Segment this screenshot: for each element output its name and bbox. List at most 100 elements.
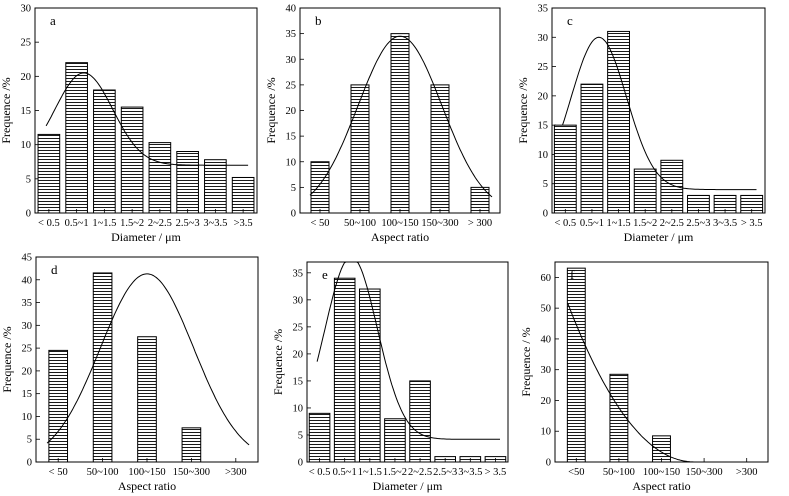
bar [204, 159, 227, 214]
fit-curve [45, 72, 249, 166]
x-axis-title: Aspect ratio [371, 230, 429, 244]
x-tick-label: 100~150 [643, 467, 680, 478]
x-tick-label: 1~1.5 [92, 218, 116, 229]
x-tick-label: 2~2.5 [148, 218, 172, 229]
x-tick-label: 1~1.5 [607, 218, 631, 229]
x-tick-label: 1.5~2 [633, 218, 657, 229]
y-tick-label: 10 [286, 157, 297, 168]
bar [310, 161, 330, 214]
chart-panel-c: 0 5 10 15 20 25 30 35 < 0.5 0.5~1 1~1.5 1.5~2 2~2.5 2… [516, 4, 766, 244]
plot-frame [554, 261, 769, 463]
x-tick-label: 0.5~1 [65, 218, 89, 229]
x-tick-label: 3~3.5 [458, 467, 482, 478]
bar [137, 336, 157, 463]
bar [92, 272, 113, 463]
y-tick-label: 10 [293, 403, 304, 414]
x-tick-label: 2.5~3 [176, 218, 200, 229]
y-tick-label: 0 [298, 458, 303, 469]
bar [176, 151, 199, 214]
y-tick-label: 0 [27, 458, 32, 469]
bar [607, 30, 630, 214]
bar [553, 124, 577, 214]
y-axis-title: Frequence / % [519, 327, 533, 396]
y-tick-label: 45 [22, 253, 33, 264]
y-tick-label: 5 [291, 183, 296, 194]
y-tick-label: 20 [541, 396, 552, 407]
panel-letter: a [50, 13, 56, 28]
fit-curve [562, 36, 757, 191]
y-tick-label: 25 [22, 344, 33, 355]
y-tick-label: 35 [286, 29, 297, 40]
x-tick-label: < 50 [49, 467, 68, 478]
bar [430, 84, 450, 214]
y-tick-label: 20 [293, 349, 304, 360]
y-tick-label: 5 [298, 430, 303, 441]
x-tick-label: <50 [568, 467, 584, 478]
y-tick-label: 30 [538, 33, 549, 44]
x-tick-label: > 3.5 [485, 467, 507, 478]
y-tick-label: 15 [21, 106, 32, 117]
x-tick-label: 100~150 [128, 467, 165, 478]
x-tick-label: 2.5~3 [433, 467, 457, 478]
x-tick-label: >300 [225, 467, 247, 478]
chart-panel-b: 0 5 10 15 20 25 30 35 40 < 50 50~100 100~150 150~300… [264, 4, 501, 244]
x-tick-label: < 0.5 [38, 218, 60, 229]
y-tick-label: 30 [286, 55, 297, 66]
y-tick-label: 15 [538, 121, 549, 132]
bar [660, 159, 684, 214]
bar [384, 418, 406, 463]
x-tick-label: 50~100 [603, 467, 635, 478]
panel-letter: c [567, 13, 573, 28]
chart-panel-e: 0 5 10 15 20 25 30 35 < 0.5 0.5~1 1~1.5 1.5~2 2~2.5 2… [271, 261, 509, 493]
bar [308, 412, 331, 463]
panel-letter: d [51, 262, 58, 277]
x-tick-label: > 300 [468, 218, 492, 229]
x-tick-label: 150~300 [686, 467, 723, 478]
y-axis-title: Frequence /% [516, 77, 530, 143]
x-tick-label: 2~2.5 [660, 218, 684, 229]
panel-letter: b [315, 13, 322, 28]
y-tick-label: 10 [22, 412, 33, 423]
x-tick-label: > 3.5 [741, 218, 763, 229]
x-tick-label: 0.5~1 [333, 467, 357, 478]
x-axis-title: Diameter / μm [111, 230, 181, 244]
y-tick-label: 35 [22, 298, 33, 309]
y-tick-label: 60 [541, 273, 552, 284]
y-tick-label: 30 [293, 295, 304, 306]
y-tick-label: 10 [541, 427, 552, 438]
bar [566, 267, 586, 463]
x-tick-label: < 0.5 [309, 467, 331, 478]
y-tick-label: 25 [21, 38, 32, 49]
y-axis-title: Frequence /% [0, 326, 14, 392]
y-tick-label: 30 [22, 321, 33, 332]
plot-frame [551, 7, 766, 214]
y-tick-label: 25 [286, 80, 297, 91]
chart-panel-f: 0 10 20 30 40 50 60 <50 50~100 100~150 150~300 >300… [519, 261, 769, 493]
bar [409, 380, 431, 463]
x-tick-label: 150~300 [421, 218, 458, 229]
x-tick-label: 3~3.5 [203, 218, 227, 229]
chart-panel-a: 0 5 10 15 20 25 30 < 0.5 0.5~1 1~1.5 1.5~2 2~2.5 2.5… [0, 4, 258, 244]
x-axis-title: Aspect ratio [632, 479, 690, 493]
x-tick-label: 2.5~3 [686, 218, 710, 229]
x-tick-label: 150~300 [173, 467, 210, 478]
fit-curve [567, 303, 726, 463]
fit-curve [316, 261, 500, 440]
y-tick-label: 35 [293, 268, 304, 279]
y-tick-label: 20 [538, 91, 549, 102]
x-tick-label: >3.5 [234, 218, 253, 229]
y-tick-label: 15 [293, 376, 304, 387]
x-tick-label: 1.5~2 [383, 467, 407, 478]
bar [609, 373, 629, 463]
bar [231, 176, 255, 214]
y-axis-title: Frequence /% [271, 329, 285, 395]
bar [390, 33, 410, 214]
bar [633, 168, 657, 214]
y-tick-label: 20 [21, 72, 32, 83]
y-tick-label: 20 [22, 366, 33, 377]
x-tick-label: 50~100 [344, 218, 376, 229]
y-tick-label: 25 [538, 62, 549, 73]
y-tick-label: 40 [22, 275, 33, 286]
bar [181, 427, 202, 463]
